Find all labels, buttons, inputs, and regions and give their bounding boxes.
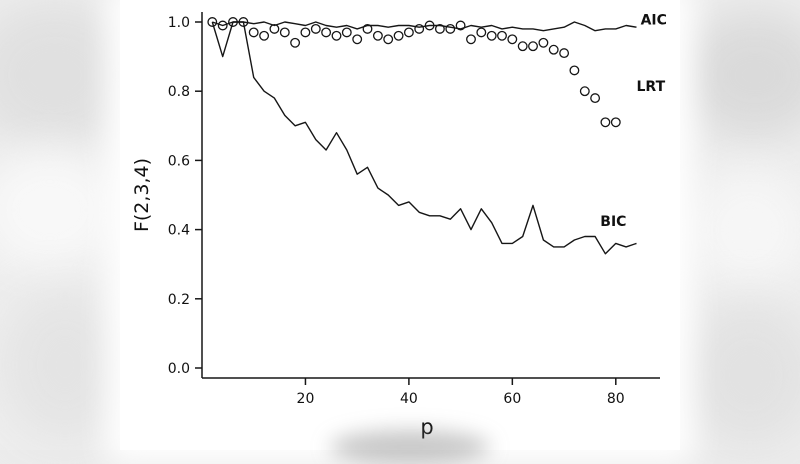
series-point-lrt xyxy=(279,27,290,38)
chart-svg: 20 40 60 80 0.0 0.2 0.4 0.6 0.8 1.0 p F(2,3,4) AIC LR… xyxy=(131,12,667,439)
series-point-lrt xyxy=(538,37,549,48)
series-point-lrt xyxy=(434,23,445,34)
y-tick-label: 0.0 xyxy=(168,361,190,377)
series-label-bic: BIC xyxy=(600,214,626,230)
series-point-lrt xyxy=(569,65,580,76)
series-point-lrt xyxy=(248,27,259,38)
y-tick-label: 0.4 xyxy=(168,223,190,239)
chart-figure: 20 40 60 80 0.0 0.2 0.4 0.6 0.8 1.0 p F(2,3,4) AIC LR… xyxy=(120,0,680,450)
x-tick-label: 40 xyxy=(400,391,418,407)
background-blur-blob xyxy=(0,0,140,150)
y-tick-label: 1.0 xyxy=(168,15,190,31)
series-point-lrt xyxy=(507,34,518,45)
background-blur-smudge xyxy=(330,430,490,464)
series-point-lrt xyxy=(321,27,332,38)
x-axis-label: p xyxy=(420,415,433,439)
series-point-lrt xyxy=(414,23,425,34)
series-label-lrt: LRT xyxy=(637,79,666,95)
series-point-lrt xyxy=(207,17,218,27)
series-point-lrt xyxy=(486,30,497,41)
series-point-lrt xyxy=(217,20,228,31)
series-label-aic: AIC xyxy=(641,12,667,28)
series-point-lrt xyxy=(528,41,538,52)
series-point-lrt xyxy=(403,27,414,38)
series-point-lrt xyxy=(300,27,311,38)
series-point-lrt xyxy=(497,30,507,41)
series-point-lrt xyxy=(362,23,373,34)
series-point-lrt xyxy=(548,44,559,55)
series-point-lrt xyxy=(424,20,435,31)
background-blur-blob xyxy=(0,290,130,440)
x-tick-label: 60 xyxy=(503,391,521,407)
background-blur-blob xyxy=(690,170,800,290)
series-point-lrt xyxy=(393,30,404,41)
series-point-lrt xyxy=(466,34,476,45)
series-point-lrt xyxy=(517,41,528,52)
series-point-lrt xyxy=(372,30,383,41)
series-point-lrt xyxy=(259,30,270,41)
background-blur-blob xyxy=(0,150,120,270)
y-tick-label: 0.2 xyxy=(168,292,190,308)
series-point-lrt xyxy=(590,93,601,104)
series-line-aic xyxy=(212,21,637,32)
x-tick-label: 20 xyxy=(297,391,315,407)
background-blur-blob xyxy=(680,10,800,140)
y-tick-label: 0.8 xyxy=(168,84,190,100)
series-point-lrt xyxy=(445,23,456,34)
series-point-lrt xyxy=(383,34,394,45)
series-point-lrt xyxy=(476,27,487,38)
y-tick-label: 0.6 xyxy=(168,153,190,169)
series-point-lrt xyxy=(352,34,363,45)
series-point-lrt xyxy=(455,20,466,31)
y-axis-label: F(2,3,4) xyxy=(131,158,153,232)
series-line-bic xyxy=(211,21,637,255)
series-point-lrt xyxy=(269,23,280,34)
series-point-lrt xyxy=(610,117,621,128)
series-point-lrt xyxy=(579,86,590,97)
series-point-lrt xyxy=(310,23,321,34)
series-point-lrt xyxy=(331,30,342,41)
series-point-lrt xyxy=(290,37,301,48)
x-tick-label: 80 xyxy=(607,391,625,407)
background-blur-blob xyxy=(680,300,800,450)
series-point-lrt xyxy=(600,117,611,128)
series-point-lrt xyxy=(559,48,570,59)
series-point-lrt xyxy=(341,27,352,38)
